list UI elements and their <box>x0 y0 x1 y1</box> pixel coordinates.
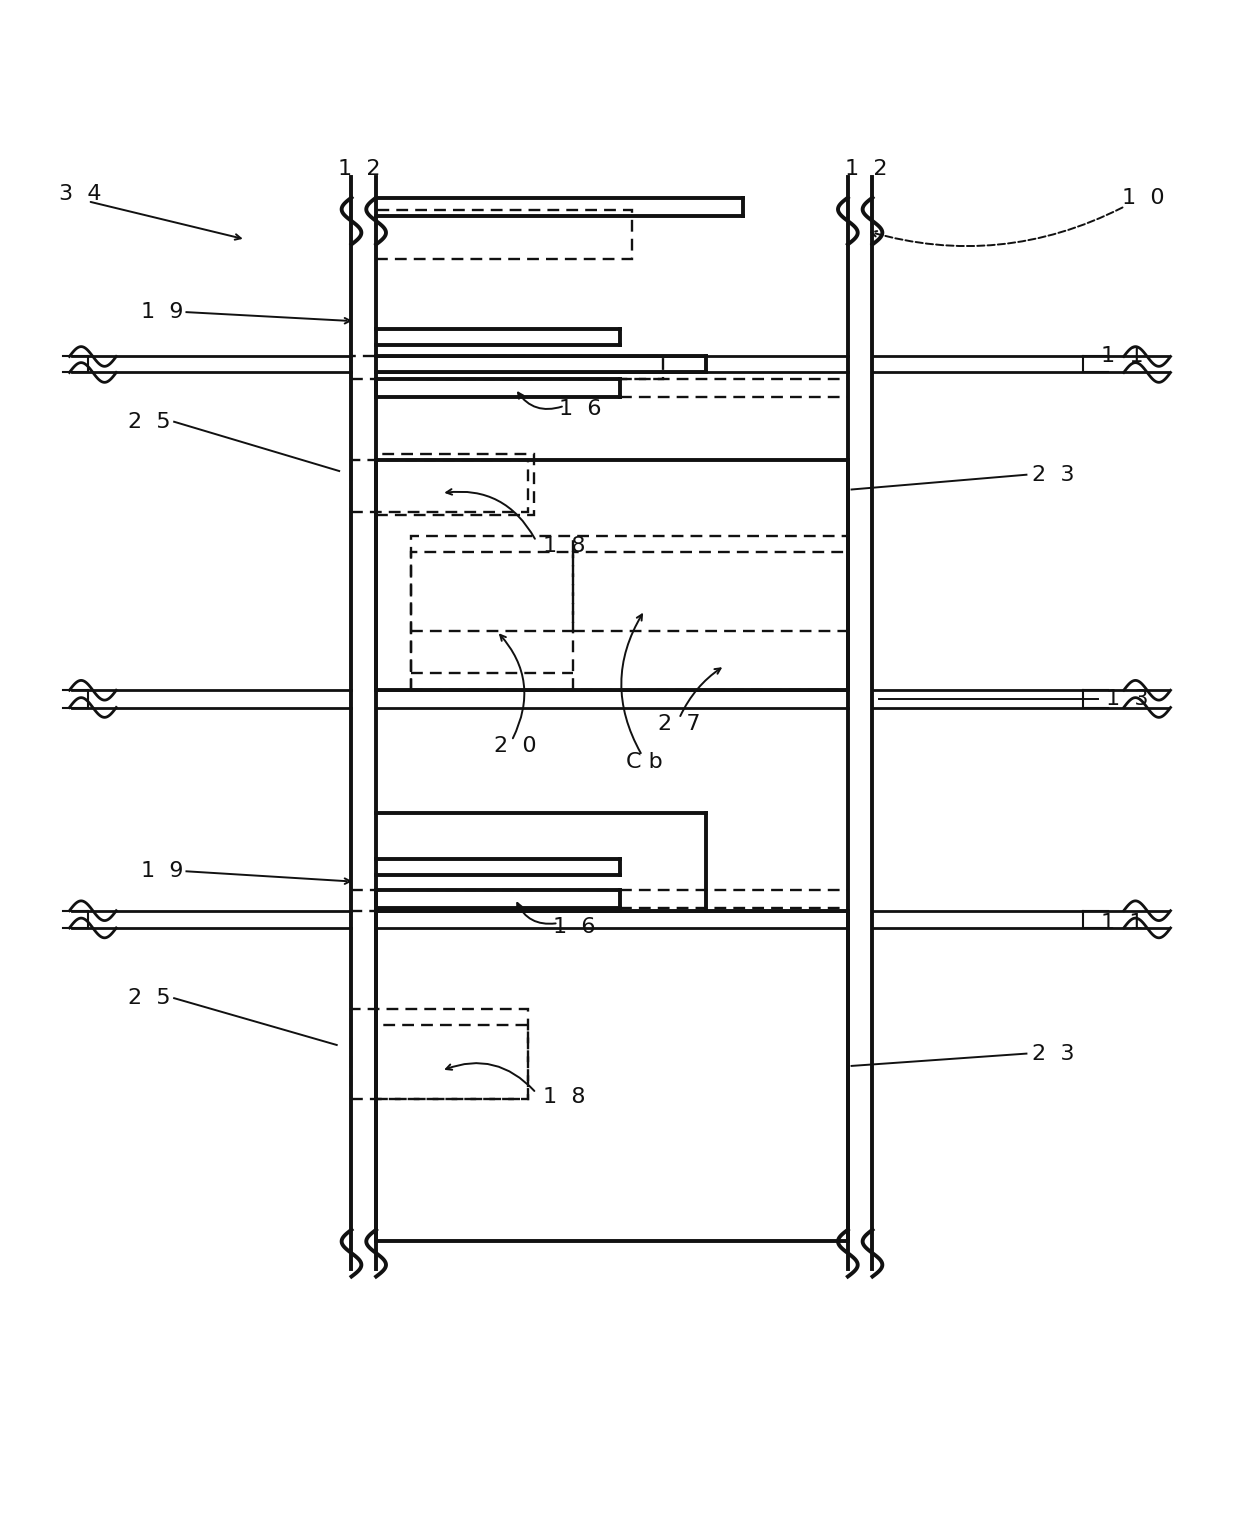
Bar <box>376 453 533 515</box>
Bar <box>351 459 528 512</box>
Text: 1  1: 1 1 <box>1101 913 1143 932</box>
Text: 2  7: 2 7 <box>658 714 701 734</box>
Bar <box>376 459 848 690</box>
Text: 1  9: 1 9 <box>140 861 184 881</box>
Text: 1  2: 1 2 <box>337 159 381 179</box>
Text: 2  5: 2 5 <box>128 988 171 1008</box>
Text: 1  1: 1 1 <box>1101 347 1143 367</box>
Bar <box>376 1025 528 1099</box>
Text: 1  8: 1 8 <box>543 537 585 556</box>
Bar <box>351 890 620 911</box>
Text: C b: C b <box>626 752 663 772</box>
Text: 1  0: 1 0 <box>1122 188 1164 208</box>
Bar <box>351 1010 528 1099</box>
Text: 1  8: 1 8 <box>543 1087 585 1107</box>
Text: 1  6: 1 6 <box>559 399 601 420</box>
Bar <box>410 552 573 631</box>
Text: 1  6: 1 6 <box>553 917 595 937</box>
Bar <box>376 209 632 259</box>
Text: 2  0: 2 0 <box>494 735 537 755</box>
Text: 2  3: 2 3 <box>1032 465 1075 485</box>
Text: 2  3: 2 3 <box>1032 1043 1075 1064</box>
Bar <box>376 911 848 1240</box>
Text: 3  4: 3 4 <box>60 183 102 203</box>
Text: 1  3: 1 3 <box>1106 688 1148 709</box>
Bar <box>410 537 848 690</box>
Text: 1  9: 1 9 <box>140 302 184 321</box>
Text: 1  2: 1 2 <box>846 159 888 179</box>
Bar <box>351 356 663 379</box>
Bar <box>573 552 848 631</box>
Text: 2  5: 2 5 <box>128 412 171 432</box>
